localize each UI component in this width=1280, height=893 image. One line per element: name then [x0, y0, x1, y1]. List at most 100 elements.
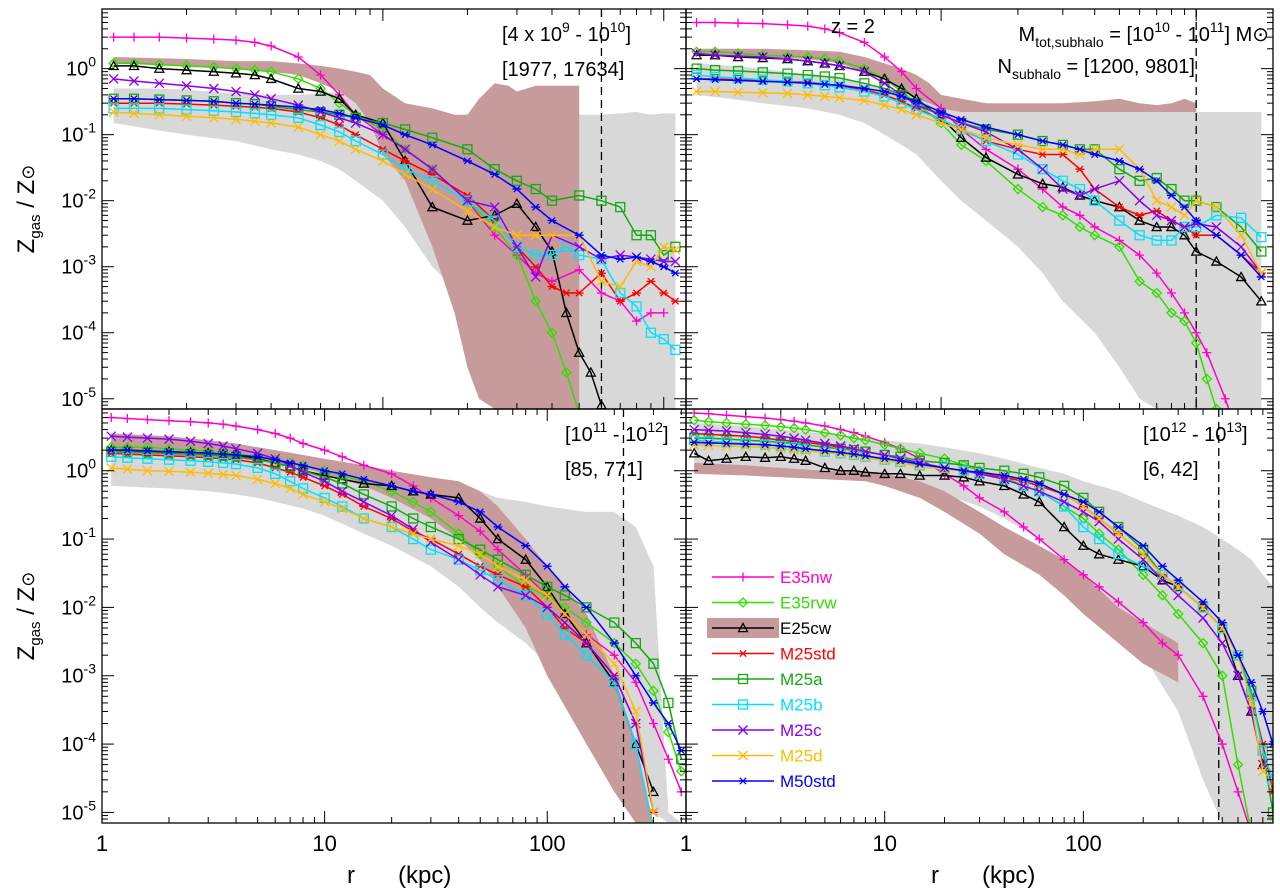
data-point — [231, 35, 241, 45]
data-point — [1217, 638, 1228, 649]
data-point — [559, 608, 571, 619]
data-point — [462, 205, 473, 216]
data-point — [454, 498, 464, 506]
data-point — [631, 301, 642, 312]
data-point — [955, 131, 967, 142]
data-point — [181, 80, 192, 91]
data-point — [377, 155, 388, 166]
data-point — [511, 175, 523, 186]
data-point — [454, 511, 464, 521]
data-point — [1089, 195, 1100, 206]
data-point — [1179, 222, 1190, 232]
data-point — [164, 466, 174, 477]
x-tick-label: 100 — [1065, 831, 1102, 856]
data-point — [270, 453, 281, 464]
data-point — [122, 446, 133, 457]
data-point — [350, 135, 361, 147]
data-point — [574, 190, 585, 201]
data-point — [648, 699, 658, 707]
data-point — [709, 71, 721, 83]
data-point — [185, 436, 196, 447]
data-point — [1012, 168, 1024, 179]
data-point — [492, 554, 504, 565]
data-point — [658, 333, 669, 345]
data-point — [386, 501, 397, 512]
data-point — [690, 49, 703, 60]
data-point — [217, 450, 229, 462]
data-point — [775, 450, 787, 462]
legend-entry-E35rvw: E35rvw — [712, 594, 837, 613]
data-point — [848, 432, 860, 444]
data-point — [800, 424, 812, 435]
data-point — [1179, 221, 1190, 233]
gray-range-band — [111, 443, 682, 823]
data-point — [547, 230, 557, 241]
data-point — [542, 608, 553, 620]
data-point — [820, 447, 830, 455]
data-point — [425, 544, 436, 555]
data-point — [897, 67, 907, 77]
data-point — [208, 83, 219, 94]
series-E35nw — [692, 17, 1230, 409]
data-point — [462, 195, 473, 206]
data-point — [692, 75, 702, 83]
x-axis-label-r-left: r — [347, 862, 355, 889]
data-point — [218, 441, 229, 451]
legend-entry-M25c: M25c — [712, 721, 822, 740]
data-point — [975, 493, 984, 503]
data-point — [511, 230, 522, 241]
data-point — [253, 425, 263, 435]
data-point — [265, 66, 277, 78]
data-point — [574, 231, 584, 239]
data-point — [835, 464, 847, 475]
data-point — [492, 581, 503, 592]
data-point — [581, 638, 592, 649]
series-line — [111, 435, 655, 813]
data-point — [1113, 523, 1123, 531]
legend-marker — [738, 572, 748, 582]
data-point — [231, 470, 241, 481]
data-point — [691, 48, 702, 59]
data-point — [427, 132, 438, 143]
data-point — [980, 151, 992, 162]
data-point — [462, 191, 472, 200]
data-point — [185, 467, 196, 478]
plot-area — [108, 9, 681, 409]
data-point — [782, 68, 793, 79]
data-point — [879, 100, 890, 111]
data-point — [1166, 288, 1176, 298]
data-point — [859, 84, 869, 93]
data-point — [1233, 670, 1243, 681]
data-point — [802, 69, 813, 81]
data-point — [782, 88, 793, 99]
data-point — [981, 123, 991, 131]
data-point — [293, 52, 303, 62]
data-point — [1038, 150, 1048, 159]
legend-entry-E25cw: E25cw — [712, 619, 832, 638]
data-point — [1190, 337, 1202, 349]
data-point — [879, 468, 891, 479]
data-point — [230, 458, 242, 470]
data-point — [128, 60, 140, 71]
series-line — [111, 452, 655, 813]
y-tick-label: 10-3 — [61, 252, 96, 279]
data-point — [732, 72, 744, 84]
legend-marker — [738, 725, 748, 735]
data-point — [122, 414, 132, 424]
data-point — [559, 629, 571, 640]
series-line — [693, 452, 1264, 765]
data-point — [1058, 480, 1070, 492]
data-point — [1210, 255, 1223, 266]
data-point — [1211, 201, 1222, 213]
data-point — [163, 454, 175, 465]
data-point — [1138, 549, 1149, 560]
data-point — [181, 111, 192, 122]
data-point — [106, 413, 116, 423]
data-point — [492, 561, 503, 572]
data-point — [530, 221, 542, 232]
legend-marker — [737, 699, 749, 710]
data-point — [266, 118, 277, 128]
data-point — [1057, 175, 1068, 186]
data-point — [574, 249, 585, 261]
data-point — [1138, 561, 1149, 572]
